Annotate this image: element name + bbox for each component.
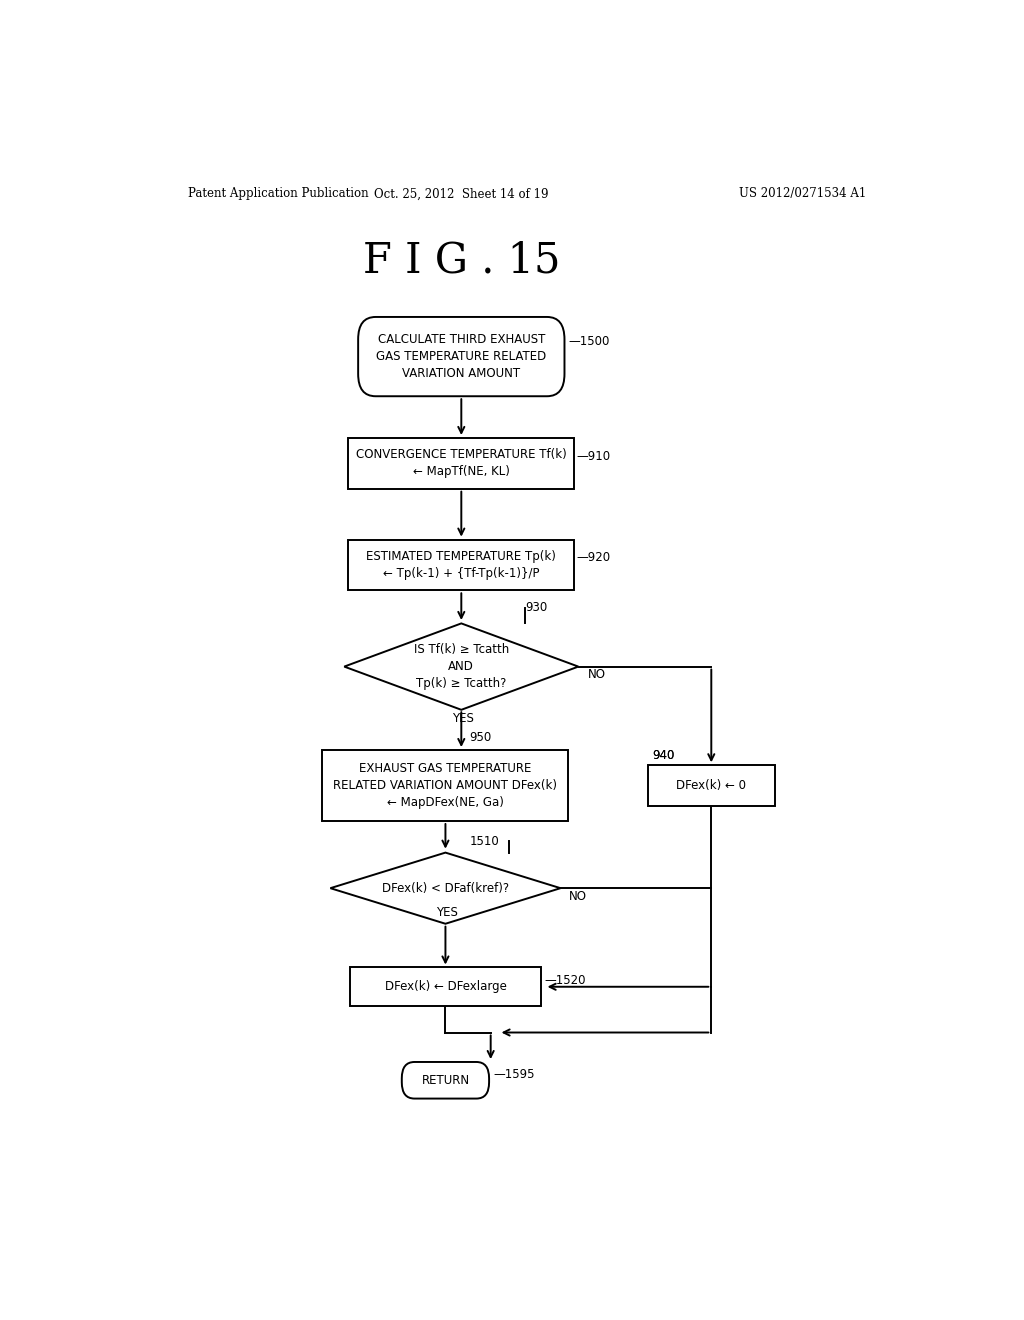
Text: Patent Application Publication: Patent Application Publication <box>187 187 369 201</box>
Polygon shape <box>331 853 560 924</box>
Text: ESTIMATED TEMPERATURE Tp(k)
← Tp(k-1) + {Tf-Tp(k-1)}/P: ESTIMATED TEMPERATURE Tp(k) ← Tp(k-1) + … <box>367 550 556 579</box>
Text: DFex(k) ← 0: DFex(k) ← 0 <box>676 779 746 792</box>
Text: F I G . 15: F I G . 15 <box>362 239 560 281</box>
Text: CALCULATE THIRD EXHAUST
GAS TEMPERATURE RELATED
VARIATION AMOUNT: CALCULATE THIRD EXHAUST GAS TEMPERATURE … <box>376 333 547 380</box>
Bar <box>648 766 775 805</box>
FancyBboxPatch shape <box>358 317 564 396</box>
Text: IS Tf(k) ≥ Tcatth
AND
Tp(k) ≥ Tcatth?: IS Tf(k) ≥ Tcatth AND Tp(k) ≥ Tcatth? <box>414 643 509 690</box>
Text: 930: 930 <box>524 601 547 614</box>
Text: YES: YES <box>436 906 458 919</box>
Text: NO: NO <box>569 890 587 903</box>
Text: —1520: —1520 <box>545 974 586 987</box>
Text: DFex(k) ← DFexlarge: DFex(k) ← DFexlarge <box>384 981 507 993</box>
Text: —1595: —1595 <box>494 1068 535 1081</box>
Text: —1500: —1500 <box>568 335 610 348</box>
Bar <box>348 438 574 488</box>
Text: YES: YES <box>452 711 474 725</box>
Text: NO: NO <box>588 668 606 681</box>
Text: CONVERGENCE TEMPERATURE Tf(k)
← MapTf(NE, KL): CONVERGENCE TEMPERATURE Tf(k) ← MapTf(NE… <box>356 449 566 478</box>
Polygon shape <box>344 623 579 710</box>
Text: 950: 950 <box>469 731 492 744</box>
Text: Oct. 25, 2012  Sheet 14 of 19: Oct. 25, 2012 Sheet 14 of 19 <box>374 187 549 201</box>
Text: 1510: 1510 <box>469 836 499 847</box>
Bar <box>323 750 568 821</box>
Text: 940: 940 <box>652 748 674 762</box>
Bar <box>350 968 541 1006</box>
Text: —910: —910 <box>577 450 610 463</box>
Text: EXHAUST GAS TEMPERATURE
RELATED VARIATION AMOUNT DFex(k)
← MapDFex(NE, Ga): EXHAUST GAS TEMPERATURE RELATED VARIATIO… <box>334 762 557 809</box>
Text: DFex(k) < DFaf(kref)?: DFex(k) < DFaf(kref)? <box>382 882 509 895</box>
Text: 940: 940 <box>652 748 674 762</box>
Text: RETURN: RETURN <box>422 1073 469 1086</box>
Text: —920: —920 <box>577 552 610 565</box>
FancyBboxPatch shape <box>401 1063 489 1098</box>
Bar <box>348 540 574 590</box>
Text: US 2012/0271534 A1: US 2012/0271534 A1 <box>739 187 866 201</box>
